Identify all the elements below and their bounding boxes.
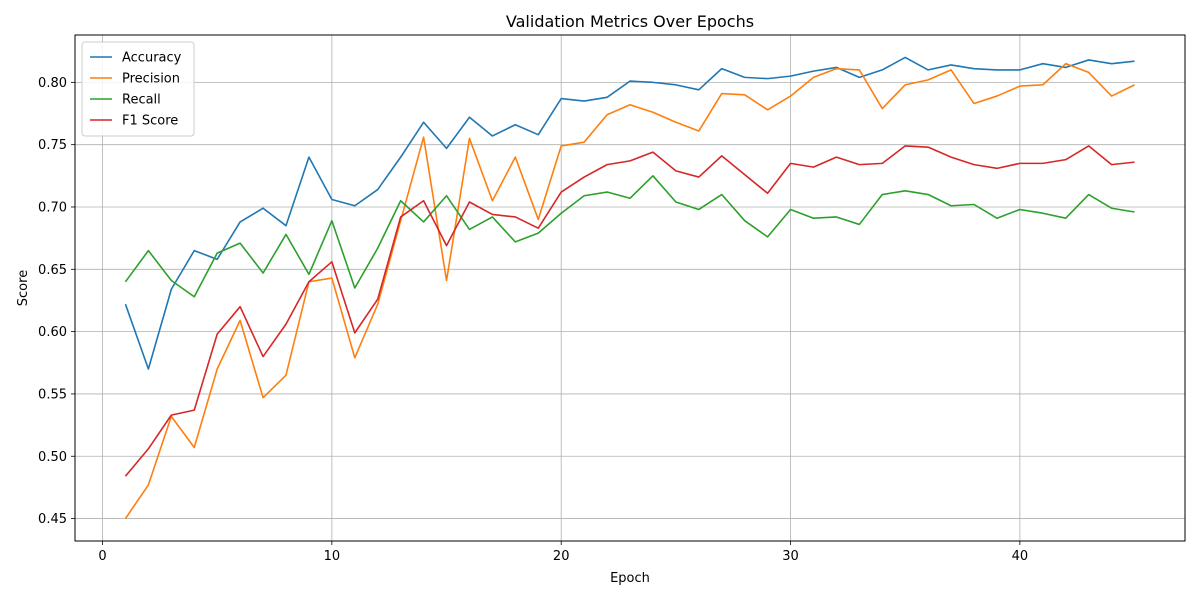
legend-label: Accuracy — [122, 51, 182, 66]
x-axis-label: Epoch — [610, 571, 650, 586]
series-line-accuracy — [124, 56, 1135, 370]
axis-ticks: 0 10 20 30 40 0.45 0.50 0.55 0.60 0.65 0.70 0.75 0.8… — [38, 76, 1028, 564]
grid-lines — [75, 35, 1185, 541]
series-lines — [124, 56, 1135, 520]
y-tick-label: 0.60 — [38, 325, 67, 340]
x-tick-label: 20 — [553, 549, 570, 564]
series-line-precision — [124, 62, 1135, 520]
series-line-recall — [124, 175, 1135, 298]
x-tick-label: 0 — [98, 549, 106, 564]
legend-label: Recall — [122, 93, 161, 108]
y-tick-label: 0.80 — [38, 76, 67, 91]
x-tick-label: 30 — [782, 549, 799, 564]
y-tick-label: 0.45 — [38, 512, 67, 527]
y-tick-label: 0.70 — [38, 200, 67, 215]
y-tick-label: 0.65 — [38, 263, 67, 278]
plot-frame — [74, 34, 1186, 542]
y-tick-label: 0.75 — [38, 138, 67, 153]
y-axis-label: Score — [16, 270, 31, 306]
y-tick-label: 0.50 — [38, 450, 67, 465]
legend-label: Precision — [122, 72, 180, 87]
legend-box — [81, 41, 195, 137]
legend-label: F1 Score — [122, 114, 178, 129]
x-tick-label: 10 — [324, 549, 341, 564]
series-line-f1-score — [124, 145, 1135, 477]
y-tick-label: 0.55 — [38, 387, 67, 402]
legend: Accuracy Precision Recall F1 Score — [81, 41, 195, 137]
chart-title: Validation Metrics Over Epochs — [506, 12, 754, 31]
x-tick-label: 40 — [1012, 549, 1029, 564]
